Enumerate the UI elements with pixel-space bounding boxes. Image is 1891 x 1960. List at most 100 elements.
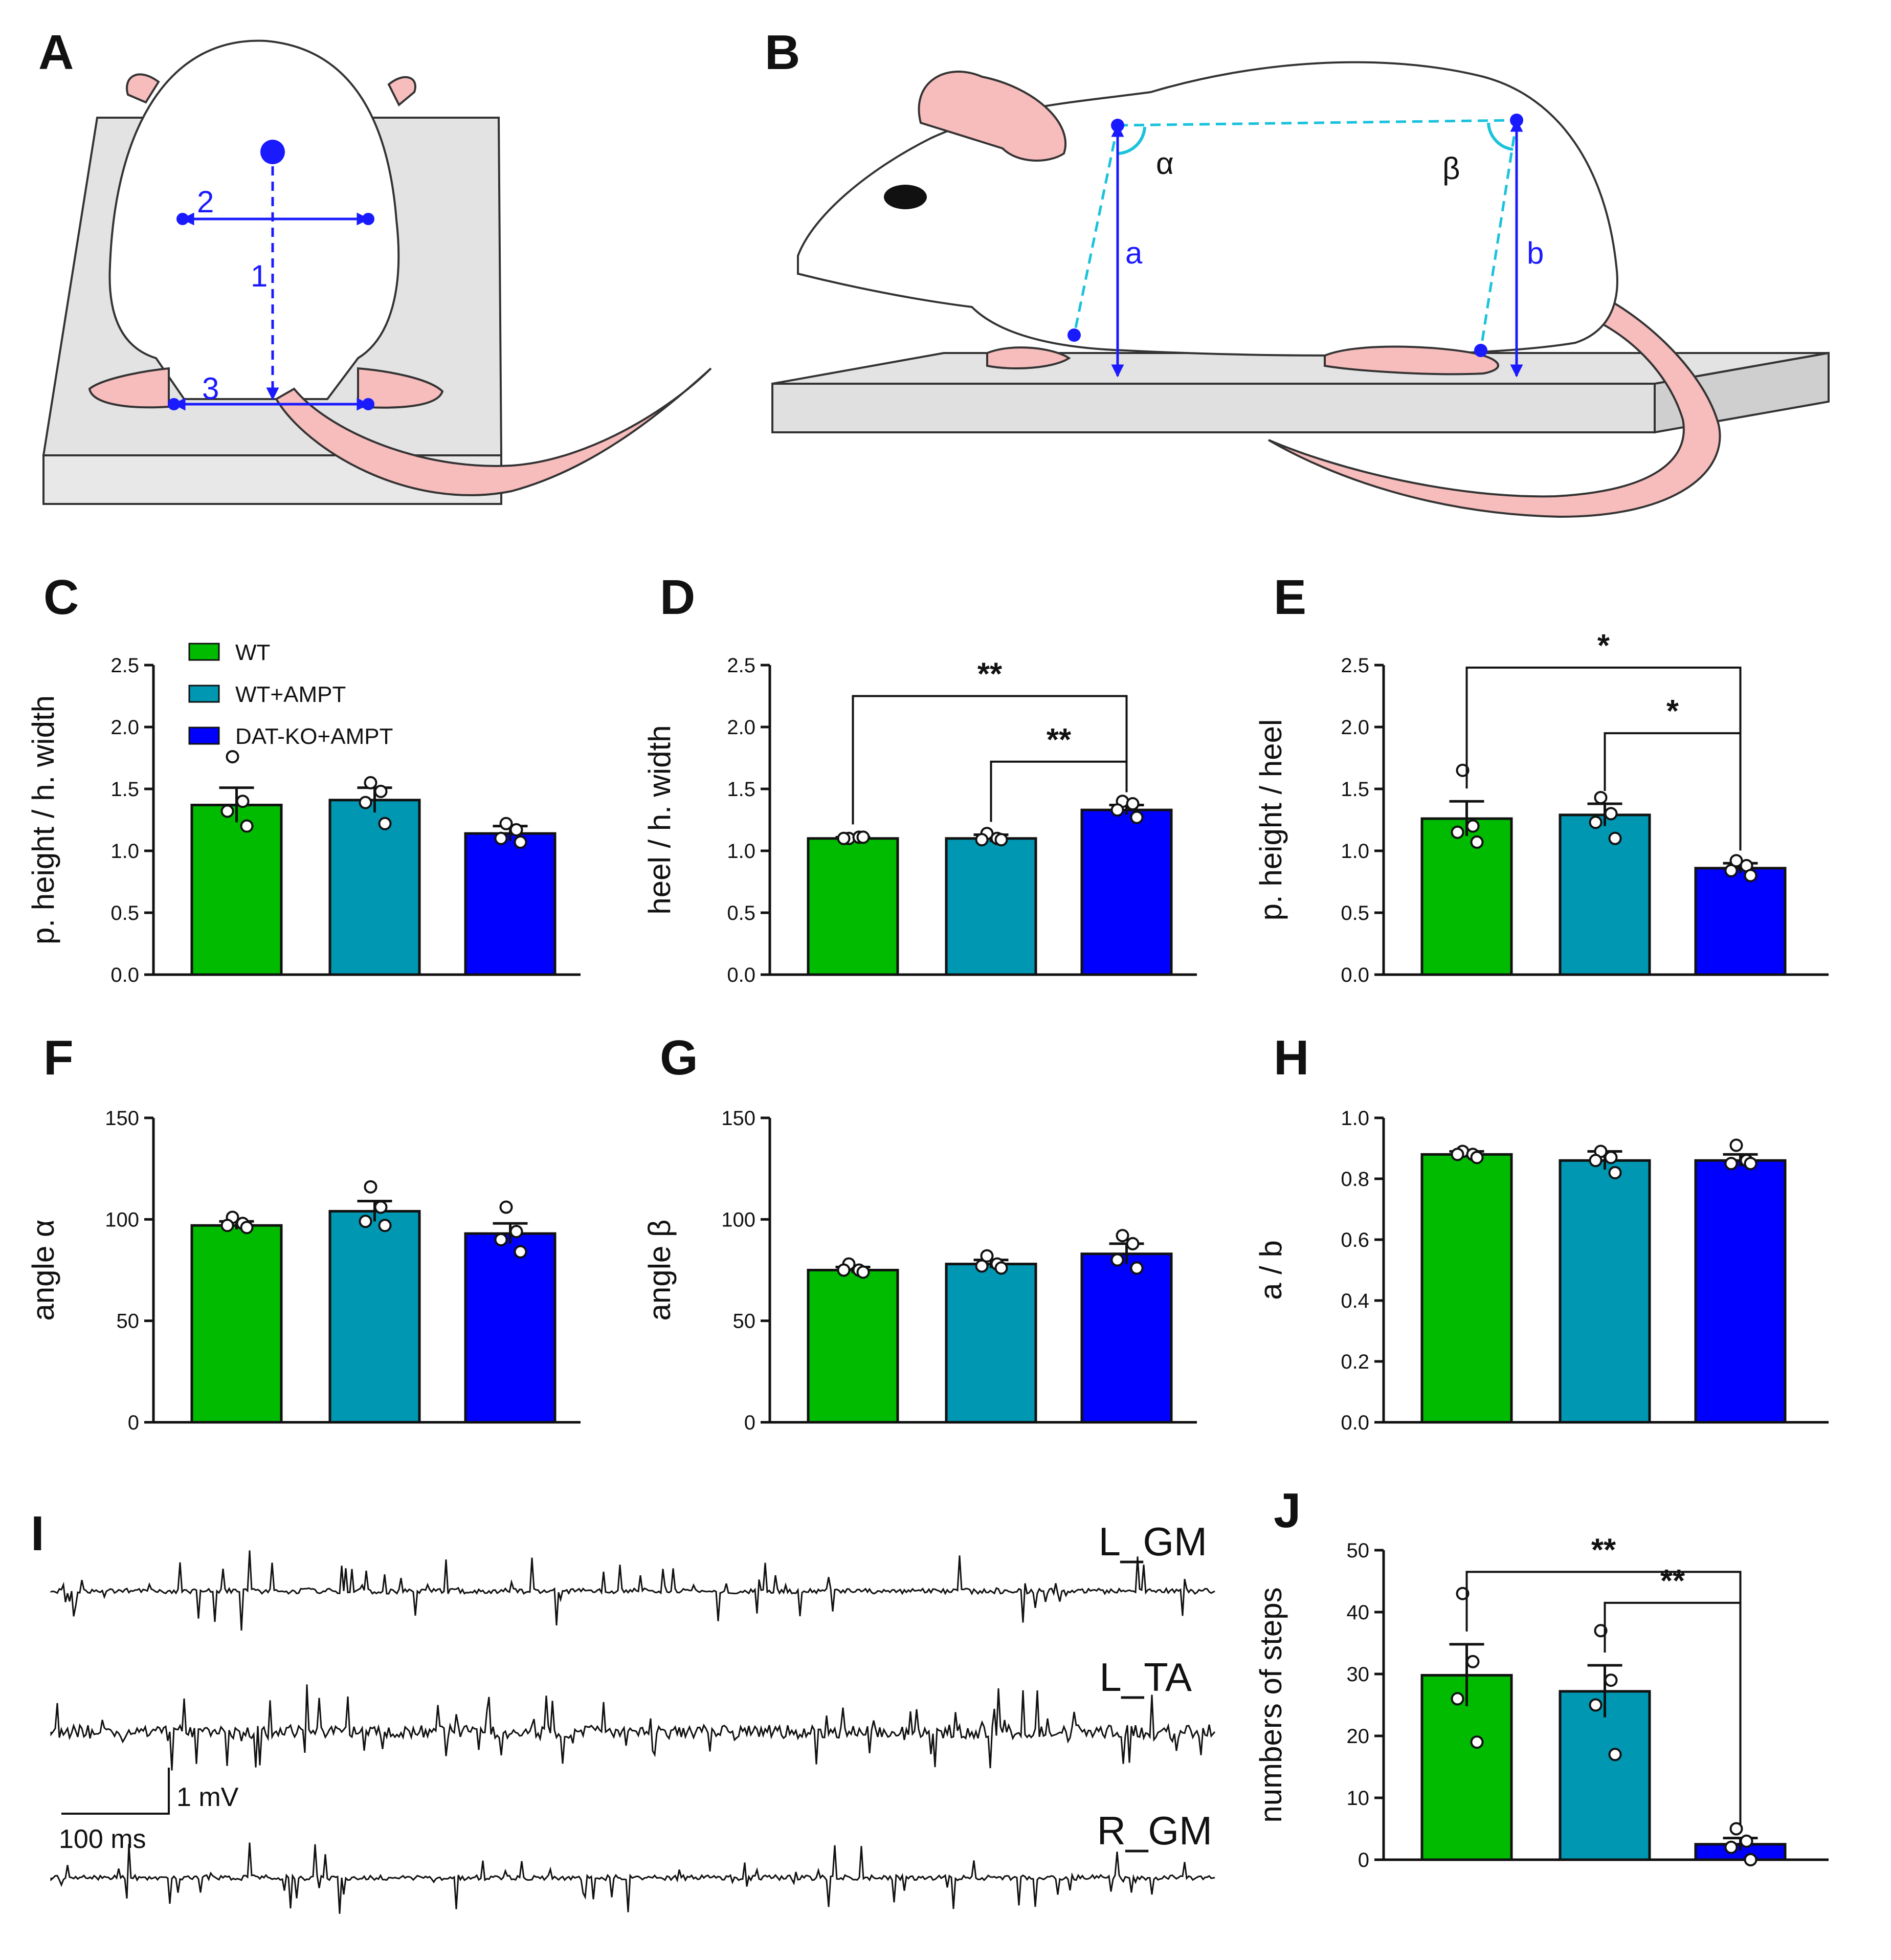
legend: WT WT+AMPT DAT-KO+AMPT — [188, 640, 393, 749]
panel-g-label: G — [660, 1030, 698, 1085]
chart-j-tick-label: 50 — [1347, 1539, 1370, 1562]
chart-f-point — [509, 1225, 523, 1239]
chart-e-tick-label: 0.5 — [1341, 902, 1369, 924]
chart-e-significance-bracket — [1604, 732, 1742, 851]
chart-e-tick-label: 2.5 — [1341, 654, 1369, 677]
measure-label-2: 2 — [197, 185, 214, 219]
chart-c-point — [226, 750, 239, 764]
chart-d-significance-bracket — [852, 695, 1128, 825]
chart-j-point — [1594, 1624, 1608, 1638]
chart-c-point — [499, 817, 513, 830]
heel-marker-right — [362, 398, 374, 410]
legend-label-wt-ampt: WT+AMPT — [235, 682, 346, 707]
chart-j-tick-label: 30 — [1347, 1663, 1370, 1686]
chart-d-tick-label: 2.5 — [727, 654, 755, 677]
chart-panel-c: C 0.0 0.5 1.0 1.5 2.0 2.5 p. height / h. width — [26, 570, 581, 986]
chart-e-bar-0 — [1420, 817, 1513, 976]
chart-h-bar-2 — [1694, 1159, 1787, 1424]
chart-e-tick-label: 1.0 — [1341, 840, 1369, 863]
chart-c-point — [240, 819, 254, 833]
forelimb-line — [1073, 125, 1119, 336]
chart-g-point — [1110, 1253, 1124, 1267]
legend-swatch-datko-ampt — [188, 726, 220, 745]
rat-tail-side-view — [1267, 282, 1721, 518]
rat-ear-left — [126, 73, 160, 104]
chart-j-tick-label: 0 — [1358, 1849, 1369, 1871]
chart-h-point — [1589, 1154, 1603, 1168]
chart-j-point — [1466, 1655, 1480, 1668]
chart-j-significance-label: ** — [1660, 1563, 1685, 1599]
panel-j-label: J — [1274, 1483, 1301, 1538]
chart-g-tick-label: 150 — [721, 1107, 755, 1130]
rat-front-paw — [986, 346, 1071, 369]
chart-e-tick-label: 1.5 — [1341, 778, 1369, 801]
wrist-marker — [1067, 328, 1081, 342]
chart-e-point — [1589, 816, 1603, 829]
scale-bar-voltage-label: 1 mV — [176, 1782, 239, 1812]
chart-d-tick-label: 0.0 — [727, 964, 755, 986]
chart-d-point — [1126, 797, 1140, 811]
chart-c-point — [509, 823, 523, 836]
chart-e-point — [1744, 869, 1757, 883]
panel-b: B α β a b — [765, 25, 1830, 518]
chart-h-tick-label: 0.0 — [1341, 1412, 1369, 1434]
chart-d-bar-1 — [945, 837, 1037, 976]
chart-g-point — [1116, 1229, 1129, 1243]
chart-h-point — [1724, 1157, 1738, 1171]
chart-h-tick-label: 0.6 — [1341, 1229, 1369, 1251]
chart-d-significance-bracket — [990, 760, 1128, 822]
chart-f-tick-label: 150 — [105, 1107, 139, 1130]
chart-panel-j: J 0 10 20 30 40 50 numbers of steps ** ** — [1254, 1483, 1829, 1871]
chart-d-y-label: heel / h. width — [642, 725, 677, 914]
panel-c-label: C — [43, 570, 79, 625]
chart-e-bar-2 — [1694, 867, 1787, 976]
chart-g-point — [856, 1265, 870, 1279]
chart-g-tick-label: 50 — [733, 1310, 756, 1333]
chart-panel-d: D 0.0 0.5 1.0 1.5 2.0 2.5 heel / h. width ** ** — [642, 570, 1197, 986]
panel-f-label: F — [43, 1030, 74, 1085]
rat-hind-paw — [1324, 345, 1499, 376]
chart-h-tick-label: 0.2 — [1341, 1351, 1369, 1373]
chart-g-point — [1130, 1261, 1144, 1275]
chart-g-bar-1 — [945, 1263, 1037, 1424]
chart-j-point — [1724, 1840, 1738, 1854]
chart-f-point — [364, 1180, 377, 1194]
angle-alpha-label: α — [1156, 146, 1174, 181]
chart-g-bar-2 — [1080, 1252, 1173, 1424]
chart-d-tick-label: 2.0 — [727, 716, 755, 739]
chart-c-tick-label: 2.5 — [110, 654, 139, 677]
chart-c-bar-0 — [190, 803, 283, 976]
chart-f-bar-2 — [464, 1232, 557, 1424]
chart-panel-g: G 0 50 100 150 angle β — [642, 1030, 1197, 1434]
scale-bar-time-label: 100 ms — [59, 1824, 146, 1854]
chart-e-tick-label: 2.0 — [1341, 716, 1369, 739]
chart-h-tick-label: 0.8 — [1341, 1168, 1369, 1191]
emg-label-l-ta: L_TA — [1099, 1655, 1192, 1700]
chart-e-point — [1470, 835, 1484, 849]
chart-e-point — [1724, 864, 1738, 877]
chart-e-tick-label: 0.0 — [1341, 964, 1369, 986]
chart-e-point — [1604, 807, 1618, 821]
legend-swatch-wt-ampt — [188, 685, 220, 703]
chart-j-significance-label: ** — [1591, 1532, 1616, 1568]
rat-ear-side — [918, 71, 1067, 162]
rat-foot-right — [357, 367, 444, 409]
chart-f-point — [499, 1200, 513, 1214]
chart-e-point — [1451, 825, 1464, 839]
panel-h-label: H — [1274, 1030, 1309, 1085]
chart-d-tick-label: 0.5 — [727, 902, 755, 924]
chart-c-tick-label: 2.0 — [110, 716, 139, 739]
chart-j-tick-label: 40 — [1347, 1601, 1370, 1624]
chart-j-point — [1729, 1822, 1743, 1836]
panel-a-label: A — [38, 25, 74, 80]
chart-j-point — [1744, 1853, 1757, 1866]
chart-d-tick-label: 1.5 — [727, 778, 755, 801]
chart-h-bar-1 — [1559, 1159, 1651, 1424]
chart-j-point — [1456, 1587, 1470, 1600]
chart-c-point — [378, 817, 392, 830]
chart-e-point — [1466, 819, 1480, 833]
chart-c-point — [494, 831, 508, 845]
chart-g-point — [837, 1263, 851, 1277]
height-a-label: a — [1125, 236, 1143, 270]
chart-j-point — [1451, 1692, 1464, 1706]
